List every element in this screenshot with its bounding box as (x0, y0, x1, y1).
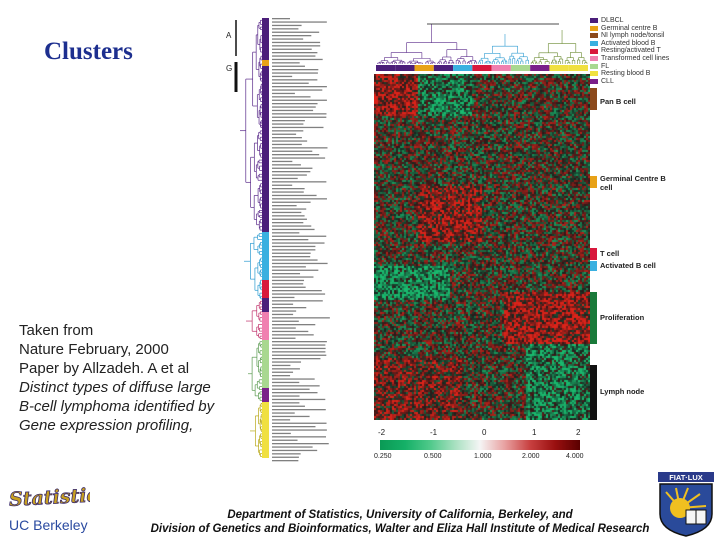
legend-label: NI lymph node/tonsil (601, 32, 665, 40)
caption-line: Paper by Allzadeh. A et al (19, 360, 190, 377)
legend-entry: Resting/activated T (590, 47, 669, 55)
legend-swatch (590, 25, 598, 31)
fiat-lux-logo: FIAT·LUX (658, 472, 714, 537)
legend-label: Germinal centre B (601, 24, 658, 32)
scale-tick: -2 (378, 428, 386, 437)
legend-swatch (590, 56, 598, 62)
caption-line: Distinct types of diffuse large (19, 379, 211, 396)
sample-color-strip (262, 18, 269, 458)
svg-text:Statistics: Statistics (8, 484, 90, 511)
scale-ticks: -2 -1 0 1 2 (374, 428, 590, 438)
footer-line-1: Department of Statistics, University of … (227, 509, 573, 521)
signature-label-proliferation: Proliferation (600, 313, 645, 322)
svg-text:UC Berkeley: UC Berkeley (9, 517, 88, 533)
sample-labels (272, 18, 330, 462)
legend-entry: Transformed cell lines (590, 55, 669, 63)
signature-bracket-pan-b (590, 88, 597, 110)
legend-entry: Activated blood B (590, 40, 669, 48)
scale-tick: 0 (482, 428, 487, 437)
scale-value: 0.500 (424, 453, 442, 460)
svg-text:FIAT·LUX: FIAT·LUX (669, 473, 703, 482)
legend-entry: NI lymph node/tonsil (590, 32, 669, 40)
sample-dendrogram (240, 19, 262, 457)
legend-label: CLL (601, 77, 614, 85)
gene-dendrogram (377, 23, 588, 64)
footer-line-2: Division of Genetics and Bioinformatics,… (150, 523, 650, 535)
legend-swatch (590, 79, 598, 85)
legend-label: Resting blood B (601, 70, 651, 78)
signature-label-lymph-node: Lymph node (600, 387, 645, 396)
legend-label: Transformed cell lines (601, 54, 670, 62)
signature-bracket-activated-b (590, 261, 597, 271)
signature-bracket-t-cell (590, 248, 597, 260)
scale-value: 0.250 (374, 453, 392, 460)
cluster-marker-a: A (226, 31, 232, 40)
legend-entry: Resting blood B (590, 70, 669, 78)
signature-label-activated-b: Activated B cell (600, 261, 656, 270)
caption: Taken from Nature February, 2000 Paper b… (19, 321, 239, 435)
caption-line: Gene expression profiling, (19, 417, 194, 434)
scale-tick: 1 (532, 428, 537, 437)
scale-tick: -1 (430, 428, 438, 437)
statistics-logo: Statistics UC Berkeley (8, 483, 90, 533)
legend-label: Resting/activated T (601, 47, 661, 55)
legend-swatch (590, 48, 598, 54)
legend-label: Activated blood B (601, 39, 656, 47)
scale-tick: 2 (576, 428, 581, 437)
legend-swatch (590, 33, 598, 39)
expression-heatmap (374, 74, 590, 420)
legend-label: FL (601, 62, 610, 70)
slide-title: Clusters (44, 38, 133, 65)
legend-swatch (590, 71, 598, 77)
caption-line: Nature February, 2000 (19, 341, 169, 358)
signature-bracket-proliferation (590, 292, 597, 344)
signature-bracket-lymph-node (590, 365, 597, 420)
legend-entry: CLL (590, 78, 669, 86)
legend-entry: Germinal centre B (590, 25, 669, 33)
legend-label: DLBCL (601, 17, 624, 24)
caption-line: Taken from (19, 322, 94, 339)
caption-line: B-cell lymphoma identified by (19, 398, 215, 415)
signature-label-pan-b: Pan B cell (600, 97, 636, 106)
legend-swatch (590, 41, 598, 47)
sample-legend: DLBCL Germinal centre B NI lymph node/tons… (590, 17, 669, 85)
footer: Department of Statistics, University of … (100, 508, 700, 536)
scale-value: 1.000 (474, 453, 492, 460)
scale-values: 0.250 0.500 1.000 2.000 4.000 (374, 453, 590, 463)
scale-value: 4.000 (566, 453, 584, 460)
signature-label-t-cell: T cell (600, 249, 620, 258)
signature-label-gcb: Germinal Centre B cell (600, 174, 666, 192)
legend-entry: FL (590, 63, 669, 71)
legend-entry: DLBCL (590, 17, 669, 25)
signature-bracket-gcb (590, 176, 597, 188)
top-color-strip (376, 65, 588, 71)
legend-swatch (590, 63, 598, 69)
color-scale-bar (380, 440, 580, 450)
cluster-marker-g: G (226, 64, 232, 73)
legend-swatch (590, 18, 598, 24)
scale-value: 2.000 (522, 453, 540, 460)
